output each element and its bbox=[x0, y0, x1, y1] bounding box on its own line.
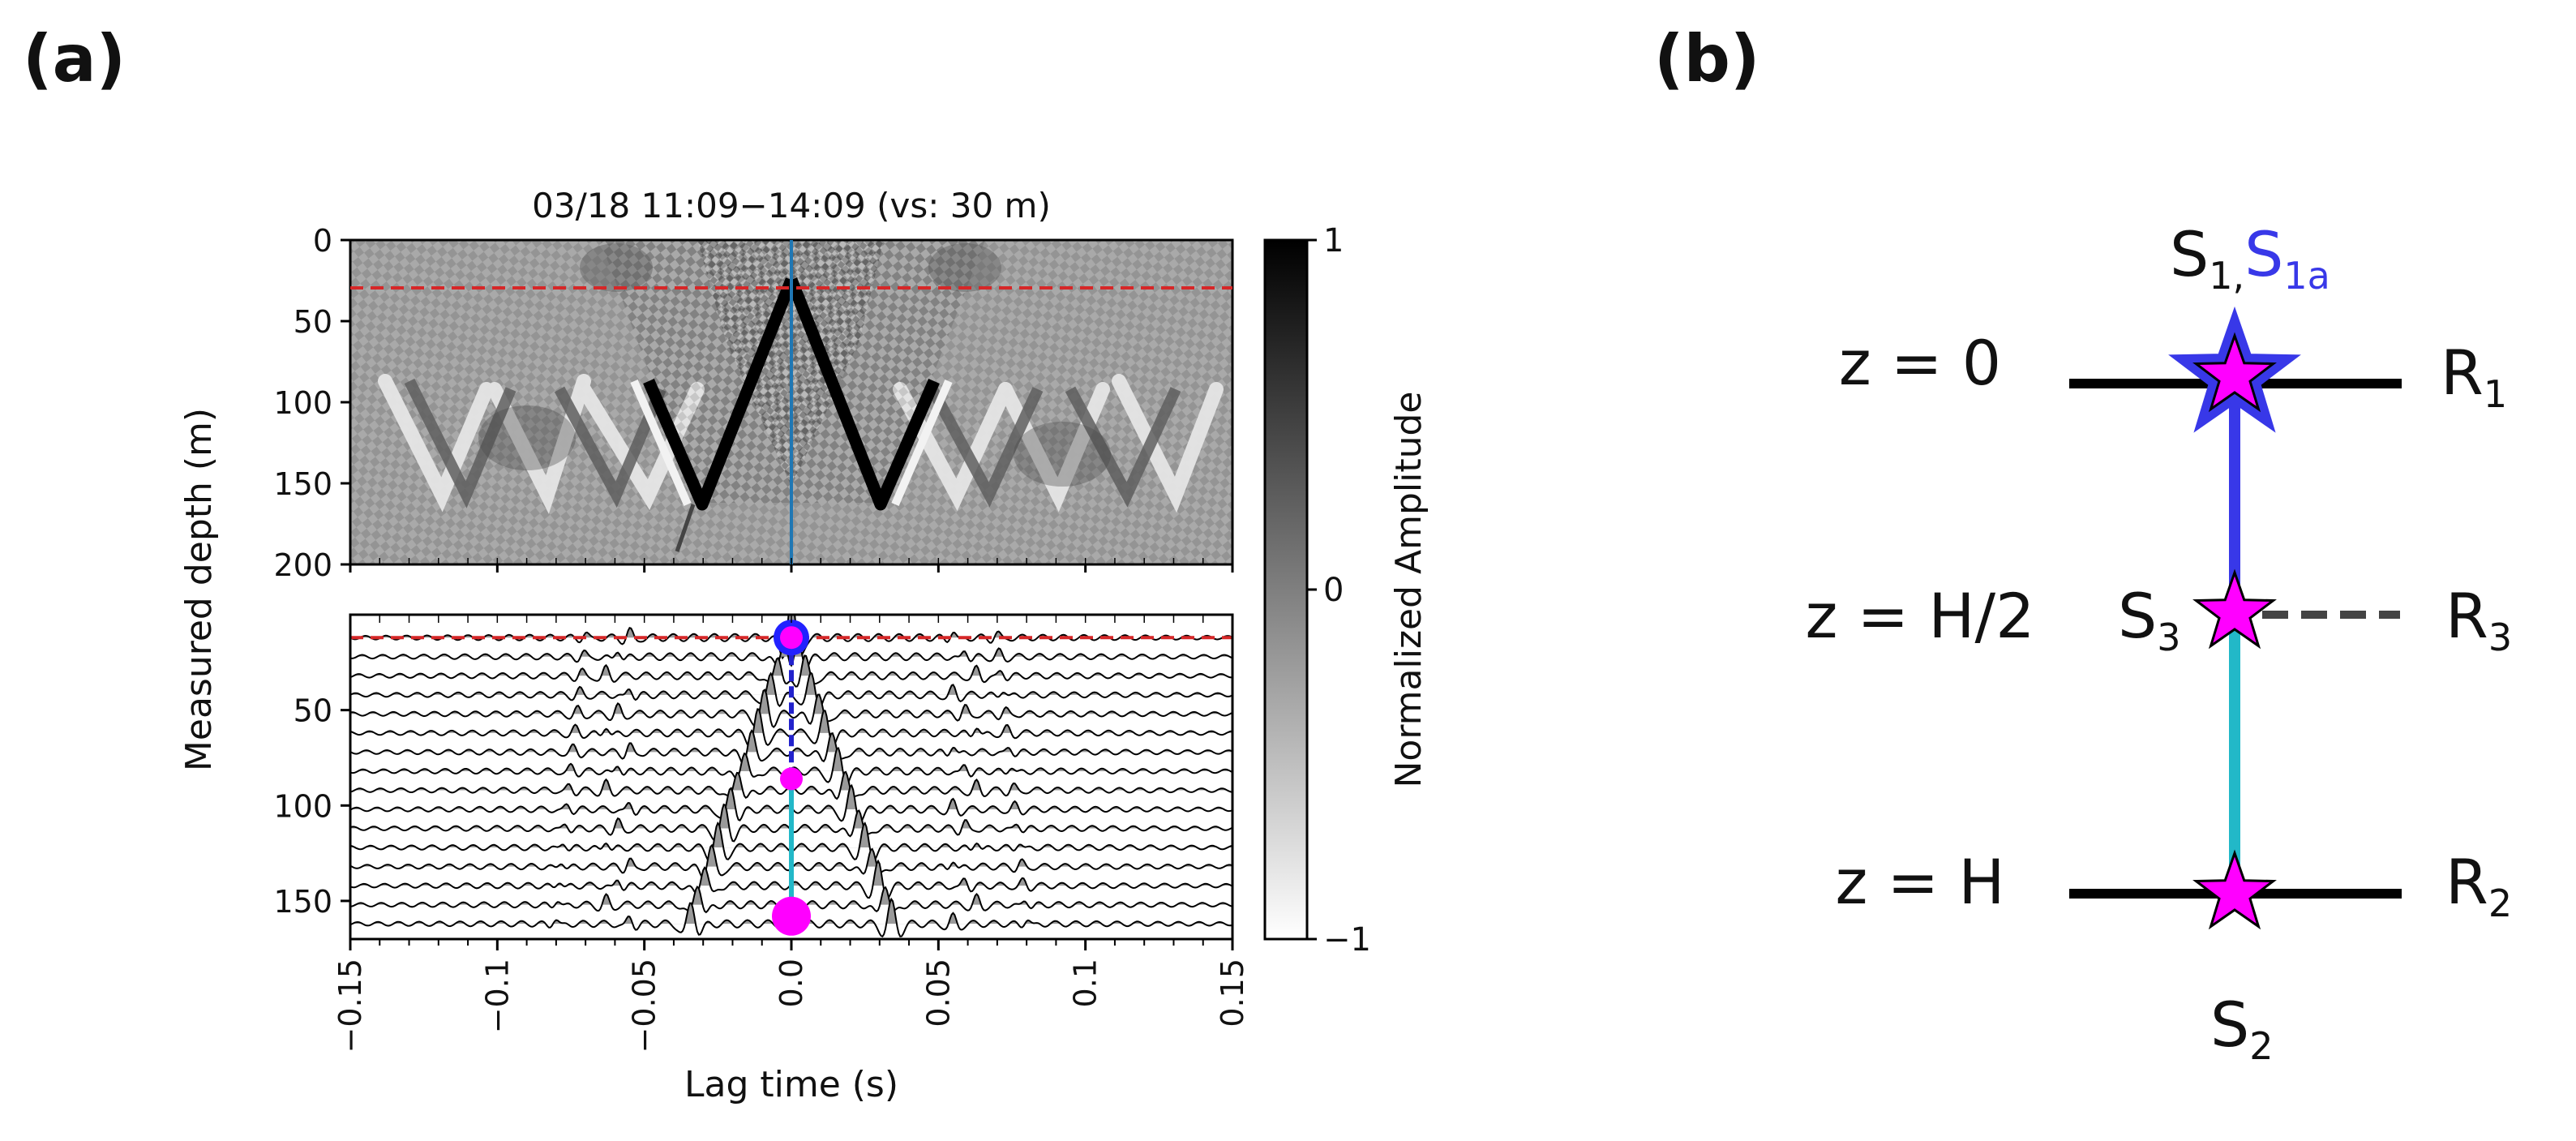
wiggle-x-tick-label: 0.0 bbox=[774, 959, 809, 1007]
colorbar bbox=[1263, 238, 1309, 941]
marker-mid bbox=[780, 767, 803, 791]
wiggle-x-tick-label: −0.15 bbox=[332, 959, 368, 1053]
colorbar-label: Normalized Amplitude bbox=[1388, 392, 1429, 788]
source-s3-star-icon bbox=[2192, 568, 2277, 650]
marker-virtual-source bbox=[780, 626, 803, 650]
heatmap-y-tick-label: 200 bbox=[273, 547, 332, 583]
receiver-label-r2: R2 bbox=[2445, 846, 2512, 925]
colorbar-tick-min: −1 bbox=[1323, 921, 1371, 959]
panel-b-label: (b) bbox=[1654, 21, 1759, 97]
receiver-label-r1: R1 bbox=[2441, 337, 2507, 416]
depth-label-top: z = 0 bbox=[1839, 327, 2001, 399]
source-top-label: S1,S1a bbox=[2170, 218, 2330, 298]
wiggle-y-ticks: 50 100 150 bbox=[273, 693, 350, 920]
wiggle-x-tick-label: 0.05 bbox=[920, 959, 956, 1027]
wiggle-trace bbox=[350, 688, 1232, 729]
source-s1-star-icon bbox=[2192, 332, 2277, 413]
wiggle-y-tick-label: 100 bbox=[273, 788, 332, 824]
heatmap-y-tick-label: 0 bbox=[313, 223, 332, 259]
wiggle-x-tick-label: 0.1 bbox=[1068, 959, 1104, 1007]
wiggle-y-tick-label: 50 bbox=[294, 693, 332, 729]
wiggle-trace bbox=[350, 615, 1232, 660]
wiggle-x-tick-label: −0.05 bbox=[627, 959, 662, 1053]
colorbar-tick-max: 1 bbox=[1323, 222, 1344, 260]
heatmap-title: 03/18 11:09−14:09 (vs: 30 m) bbox=[532, 186, 1051, 225]
colorbar-tick-mid: 0 bbox=[1323, 572, 1344, 609]
wiggle-y-tick-label: 150 bbox=[273, 884, 332, 920]
colorbar-ticks bbox=[1307, 238, 1317, 941]
source-label-s3: S3 bbox=[2118, 580, 2181, 659]
receiver-label-r3: R3 bbox=[2445, 580, 2512, 659]
wiggle-x-tick-label: 0.15 bbox=[1215, 959, 1250, 1027]
source-s2-star-icon bbox=[2192, 849, 2277, 930]
wiggle-x-ticks: −0.15 −0.1 −0.05 0.0 0.05 0.1 0.15 bbox=[332, 558, 1250, 1053]
depth-label-mid: z = H/2 bbox=[1806, 580, 2035, 652]
y-axis-label: Measured depth (m) bbox=[178, 408, 220, 771]
heatmap-y-ticks: 0 50 100 150 200 bbox=[273, 223, 350, 583]
heatmap-y-tick-label: 100 bbox=[273, 385, 332, 421]
heatmap-y-tick-label: 150 bbox=[273, 466, 332, 502]
marker-bottom bbox=[772, 896, 811, 936]
x-axis-label: Lag time (s) bbox=[684, 1064, 898, 1105]
heatmap-y-tick-label: 50 bbox=[294, 304, 332, 340]
wiggle-overlays bbox=[350, 620, 1232, 936]
wiggle-trace bbox=[350, 638, 1232, 670]
panel-a-label: (a) bbox=[23, 21, 126, 97]
source-label-s2: S2 bbox=[2210, 989, 2274, 1068]
depth-label-bottom: z = H bbox=[1835, 846, 2004, 918]
wiggle-x-tick-label: −0.1 bbox=[479, 959, 515, 1033]
wiggle-trace-fill bbox=[350, 748, 1232, 771]
